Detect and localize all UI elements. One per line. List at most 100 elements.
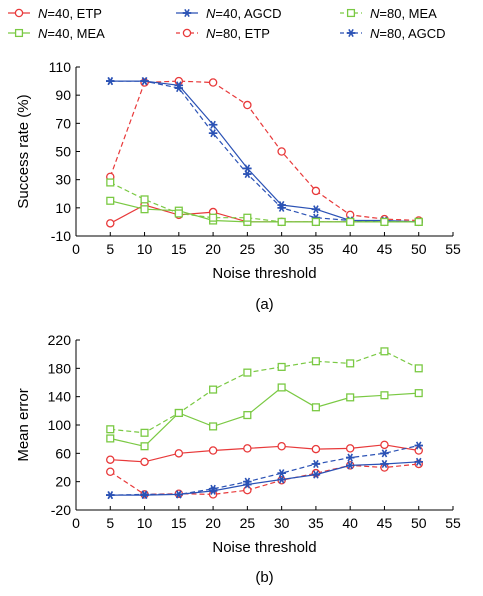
legend-label-n: N <box>38 6 48 21</box>
y-axis-label: Mean error <box>15 388 32 461</box>
data-point <box>345 444 355 453</box>
y-tick-label: 70 <box>55 115 71 131</box>
x-tick-label: 25 <box>240 515 256 531</box>
x-tick-label: 0 <box>72 241 80 257</box>
data-point <box>380 347 389 356</box>
data-point <box>311 186 321 196</box>
x-tick-label: 5 <box>106 241 114 257</box>
x-axis-label: Noise threshold <box>212 265 316 282</box>
x-tick-label: 15 <box>171 241 187 257</box>
data-point <box>174 449 184 458</box>
data-point <box>311 217 320 226</box>
series-N80_MEA <box>106 347 423 437</box>
data-point <box>209 385 218 394</box>
y-tick-label: 220 <box>48 332 72 348</box>
legend-marker-star <box>182 8 192 18</box>
data-point <box>208 484 218 493</box>
legend-label-rest: =80, MEA <box>379 6 437 21</box>
series-N80_AGCD <box>106 441 423 500</box>
x-tick-label: 30 <box>274 515 290 531</box>
legend-entry: N=40, ETP <box>8 6 102 21</box>
data-point <box>345 461 355 470</box>
legend-entry: N=80, ETP <box>176 26 270 41</box>
panel-caption: (b) <box>255 569 273 586</box>
y-tick-label: 100 <box>48 417 72 433</box>
series-N80_ETP <box>106 459 423 499</box>
data-point <box>209 422 218 431</box>
legend-marker-circle <box>182 28 192 38</box>
data-point <box>380 440 389 450</box>
legend-label: N=80, MEA <box>370 6 437 21</box>
data-point <box>140 205 149 214</box>
data-point <box>106 77 115 86</box>
legend-entry: N=40, MEA <box>8 26 105 41</box>
y-tick-label: 60 <box>55 445 71 461</box>
data-point <box>311 205 321 214</box>
data-point <box>345 453 355 462</box>
data-point <box>140 195 149 204</box>
data-point <box>414 364 423 373</box>
data-point <box>277 147 286 156</box>
legend-label-n: N <box>206 6 216 21</box>
data-point <box>106 196 115 205</box>
x-tick-label: 40 <box>342 241 358 257</box>
series-line <box>110 350 419 434</box>
legend-entry: N=80, AGCD <box>340 26 446 41</box>
x-tick-label: 50 <box>411 241 427 257</box>
legend-label: N=80, ETP <box>206 26 270 41</box>
x-tick-label: 20 <box>205 241 221 257</box>
data-point <box>380 449 389 458</box>
y-tick-label: -20 <box>51 502 71 518</box>
legend-label-rest: =80, AGCD <box>379 26 445 41</box>
legend-label-rest: =40, AGCD <box>215 6 281 21</box>
chart-b: 0 5 10 15 20 25 30 35 40 45 50 55 -20 20 60 100 140 180 22… <box>15 332 461 586</box>
data-point <box>106 467 115 476</box>
legend-label: N=40, ETP <box>38 6 102 21</box>
data-point <box>277 203 286 212</box>
series-line <box>110 80 419 223</box>
y-tick-label: 140 <box>48 389 72 405</box>
data-point <box>208 129 218 138</box>
y-tick-label: 90 <box>55 87 71 103</box>
data-point <box>311 403 320 412</box>
legend-marker-square <box>346 8 356 18</box>
x-tick-label: 0 <box>72 515 80 531</box>
panel-caption: (a) <box>255 296 273 313</box>
data-point <box>106 491 115 500</box>
series-line <box>110 181 419 223</box>
series-N40_AGCD <box>106 457 423 500</box>
data-point <box>311 459 321 468</box>
legend-entry: N=40, AGCD <box>176 6 282 21</box>
series-N40_ETP <box>106 200 423 228</box>
data-point <box>140 457 149 467</box>
legend-label-n: N <box>370 6 380 21</box>
data-point <box>243 485 252 495</box>
x-tick-label: 10 <box>137 241 153 257</box>
legend-label-rest: =40, MEA <box>47 26 105 41</box>
series-line <box>110 444 419 463</box>
x-tick-label: 15 <box>171 515 187 531</box>
x-tick-label: 5 <box>106 515 114 531</box>
y-tick-label: 50 <box>55 144 71 160</box>
x-tick-label: 55 <box>445 241 461 257</box>
data-point <box>277 362 286 371</box>
data-point <box>277 469 286 478</box>
x-tick-label: 35 <box>308 241 324 257</box>
y-tick-label: 180 <box>48 360 72 376</box>
data-point <box>380 217 389 226</box>
x-tick-label: 10 <box>137 515 153 531</box>
data-point <box>414 441 423 450</box>
data-point <box>174 76 184 86</box>
data-point <box>277 441 286 451</box>
series-line <box>110 444 419 496</box>
data-point <box>208 446 218 455</box>
data-point <box>380 459 389 468</box>
series-line <box>109 80 419 222</box>
data-point <box>311 470 321 479</box>
data-point <box>174 209 183 218</box>
legend-label: N=40, MEA <box>38 26 105 41</box>
data-point <box>311 357 320 366</box>
data-point <box>277 217 286 226</box>
